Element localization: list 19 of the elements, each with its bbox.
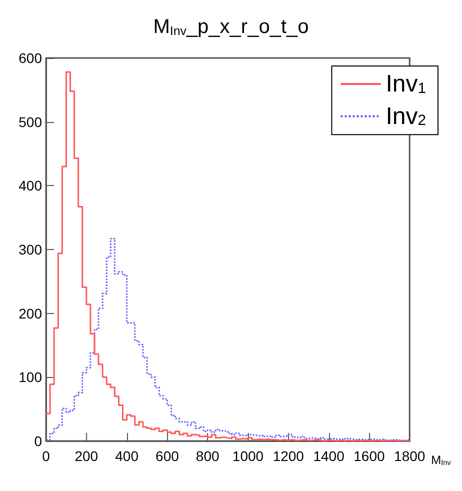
y-tick-label: 200	[18, 305, 42, 322]
y-tick-label: 100	[18, 369, 42, 386]
x-tick-label: 1800	[394, 448, 426, 464]
y-tick-label: 600	[18, 50, 42, 66]
y-tick-label: 400	[18, 178, 42, 194]
x-tick-label: 1000	[232, 448, 264, 464]
y-tick-label: 0	[34, 433, 42, 449]
x-tick-label: 800	[196, 448, 220, 464]
x-tick-label: 400	[115, 448, 139, 464]
y-tick-label: 500	[18, 114, 42, 130]
chart-title: MInv_p_x_r_o_t_o	[153, 16, 309, 38]
legend-label: Inv1	[386, 70, 426, 98]
x-tick-label: 200	[74, 448, 98, 464]
legend-label: Inv2	[386, 102, 426, 130]
x-tick-label: 1200	[272, 448, 304, 464]
x-tick-label: 1400	[313, 448, 345, 464]
x-tick-label: 1600	[354, 448, 385, 464]
y-tick-label: 300	[18, 242, 42, 258]
x-tick-label: 600	[156, 448, 180, 464]
